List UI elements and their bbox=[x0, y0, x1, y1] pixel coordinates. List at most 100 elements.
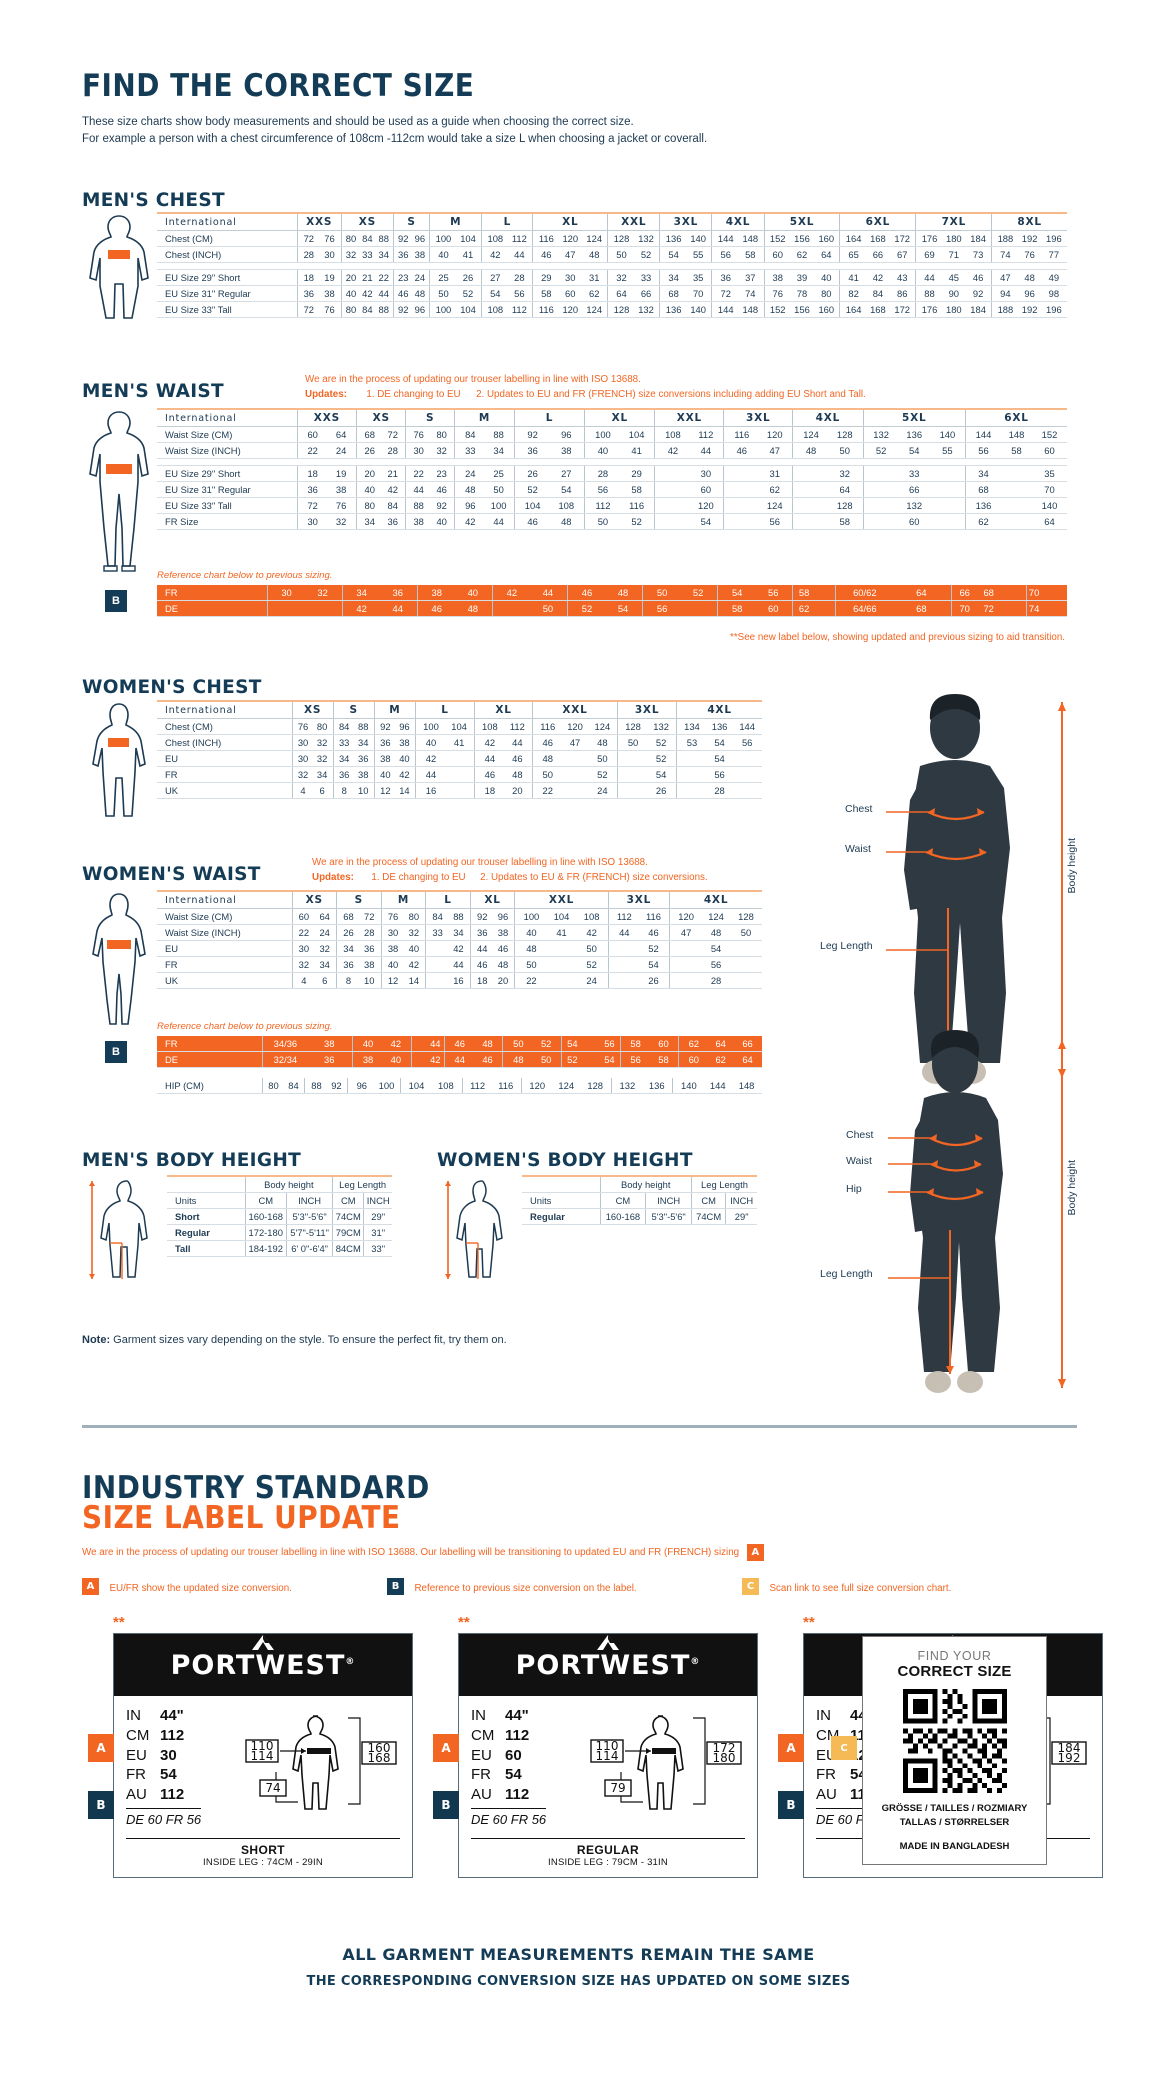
label-diagram: 110 114 172 180 79 bbox=[585, 1706, 745, 1830]
value-cell: 12 14 bbox=[381, 972, 427, 989]
value-cell: 44 46 bbox=[444, 1051, 504, 1068]
qr-sub-text: CORRECT SIZE bbox=[897, 1663, 1012, 1680]
mens-waist-reference-table: FR 30 32 34 36 38 40 42 44 46 48 50 52 54 56 58 60/62 64 6… bbox=[157, 585, 1067, 617]
units-row: Units CM INCH CM INCH bbox=[522, 1192, 757, 1209]
value-cell: 44 46 bbox=[470, 940, 516, 957]
spec-value: 54 bbox=[160, 1766, 177, 1784]
mens-waist-ref-caption: Reference chart below to previous sizing… bbox=[157, 570, 333, 581]
value-cell: 44 bbox=[425, 956, 471, 973]
label-header: PORTWEST® bbox=[114, 1634, 412, 1696]
value-cell: 36 38 bbox=[470, 924, 516, 941]
table-header-row: International XXS XS S M L XL XXL 3XL 4XL 5XL 6XL bbox=[157, 409, 1067, 427]
value-cell: 34 35 bbox=[659, 269, 713, 286]
value-cell: 68 72 bbox=[336, 908, 382, 925]
industry-key-b-text: Reference to previous size conversion on… bbox=[414, 1583, 637, 1594]
value-cell: 62 64 66 bbox=[678, 1036, 762, 1052]
value-cell: 74 76 77 bbox=[991, 246, 1067, 263]
value-cell: 36 38 bbox=[514, 442, 586, 459]
size-header-m: M bbox=[374, 701, 416, 719]
row-label: Waist Size (CM) bbox=[157, 426, 298, 443]
row-label: Waist Size (CM) bbox=[157, 908, 293, 925]
size-header-xs: XS bbox=[292, 701, 334, 719]
size-header-3xl: 3XL bbox=[723, 409, 794, 427]
womens-waist-update-1: 1. DE changing to EU bbox=[371, 872, 466, 884]
value-cell: 26 bbox=[608, 972, 671, 989]
value-cell: 40 41 bbox=[584, 442, 656, 459]
womens-body-height-body: Body height Leg Length Units CM INCH CM INCH Re… bbox=[522, 1176, 757, 1225]
value-cell: 36 37 bbox=[711, 269, 765, 286]
table-row: FR 32 34 36 38 40 42 44 46 48 50 52 54 56 bbox=[157, 766, 762, 783]
womens-waist-body: Waist Size (CM) 60 64 68 72 76 80 84 88 92 96 100 10… bbox=[157, 908, 762, 989]
spec-list: IN 44" CM 112 EU 30 FR 54 AU 112 DE 60 FR 56 bbox=[126, 1706, 240, 1830]
portwest-label: PORTWEST® IN 44" CM 112 EU 60 FR 54 AU 112 DE 60 FR… bbox=[433, 1633, 758, 1878]
table-row: Chest (INCH) 28 30 32 33 34 36 38 40 41 42 44 46 47 48… bbox=[157, 246, 1067, 263]
value-cell: 62 64 bbox=[965, 513, 1067, 530]
value-cell: 22 23 bbox=[405, 465, 456, 482]
spec-key: AU bbox=[471, 1786, 492, 1804]
unit-cell: INCH bbox=[363, 1192, 392, 1209]
footer-line-2: THE CORRESPONDING CONVERSION SIZE HAS UP… bbox=[306, 1974, 851, 1989]
spec-row-eu: EU 30 bbox=[126, 1746, 240, 1766]
value-cell: 44 46 bbox=[608, 924, 671, 941]
male-chest-label: Chest bbox=[845, 803, 873, 815]
value-cell: 8 10 bbox=[336, 972, 382, 989]
value-cell: 104 108 bbox=[514, 497, 586, 514]
qr-caption-line1: GRÖSSE / TAILLES / ROZMIARY bbox=[881, 1803, 1028, 1814]
value-cell: 188 192 196 bbox=[991, 230, 1067, 247]
value-cell: 54 56 bbox=[561, 1036, 621, 1052]
value-cell: 60 62 64 bbox=[678, 1051, 762, 1068]
value-cell: 60 62 64 bbox=[764, 246, 841, 263]
badge-b: B bbox=[387, 1578, 404, 1596]
spec-key: FR bbox=[816, 1766, 836, 1784]
mens-waist-block: International XXS XS S M L XL XXL 3XL 4XL 5XL 6XL … bbox=[82, 408, 1067, 578]
group-header: Leg Length bbox=[332, 1176, 392, 1193]
table-row: Chest (INCH) 30 32 33 34 36 38 40 41 42 44 46 47 48 50… bbox=[157, 734, 762, 751]
qr-card: FIND YOUR CORRECT SIZE bbox=[862, 1636, 1047, 1865]
womens-waist-header-label: International bbox=[157, 891, 293, 909]
label-body: IN 44" CM 112 EU 60 FR 54 AU 112 DE 60 FR 56 110 114… bbox=[459, 1696, 757, 1834]
value-cell: 116 120 bbox=[723, 426, 794, 443]
male-full-figure-waist bbox=[82, 408, 157, 578]
value-cell: 47 48 49 bbox=[991, 269, 1067, 286]
size-header-4xl: 4XL bbox=[669, 891, 762, 909]
value-cell: 26 bbox=[617, 782, 678, 799]
svg-text:79: 79 bbox=[610, 1781, 625, 1795]
size-header-4xl: 4XL bbox=[676, 701, 762, 719]
female-model-figure: Chest Waist Hip Leg Length Body height bbox=[800, 1030, 1080, 1400]
value-cell: 6' 0"-6'4" bbox=[286, 1240, 334, 1257]
value-cell: 30 32 bbox=[292, 940, 338, 957]
value-cell: 120 bbox=[654, 497, 725, 514]
spec-key: FR bbox=[471, 1766, 491, 1784]
unit-cell: CM bbox=[332, 1192, 365, 1209]
male-waist-label: Waist bbox=[845, 843, 871, 855]
svg-text:180: 180 bbox=[713, 1751, 736, 1765]
value-cell: 56 58 bbox=[620, 1051, 680, 1068]
value-cell: 108 112 bbox=[474, 718, 534, 735]
garment-note-text: Garment sizes vary depending on the styl… bbox=[110, 1334, 507, 1346]
value-cell: 100 104 bbox=[429, 301, 483, 318]
qr-code[interactable] bbox=[902, 1689, 1007, 1793]
value-cell: 124 bbox=[723, 497, 794, 514]
size-header-3xl: 3XL bbox=[659, 213, 713, 231]
section-title-mens-chest: MEN'S CHEST bbox=[82, 190, 225, 211]
value-cell: 30 32 bbox=[405, 442, 456, 459]
table-row: Waist Size (CM) 60 64 68 72 76 80 84 88 92 96 100 10… bbox=[157, 908, 762, 925]
value-cell: 56 bbox=[723, 513, 794, 530]
row-label: UK bbox=[157, 782, 293, 799]
female-leg-length-label: Leg Length bbox=[820, 1268, 873, 1280]
spec-row-in: IN 44" bbox=[126, 1706, 240, 1726]
value-cell: 176 180 184 bbox=[915, 301, 993, 318]
value-cell: 30 32 bbox=[292, 734, 334, 751]
value-cell: 40 42 bbox=[352, 1036, 412, 1052]
value-cell: 46 48 bbox=[393, 285, 431, 302]
intro-line-1: These size charts show body measurements… bbox=[82, 116, 634, 128]
value-cell: 33 34 bbox=[425, 924, 471, 941]
table-header-row: International XS S M L XL XXL 3XL 4XL bbox=[157, 701, 762, 719]
spec-value: 44" bbox=[160, 1707, 184, 1724]
value-cell: 29 30 31 bbox=[532, 269, 609, 286]
svg-text:110: 110 bbox=[596, 1739, 619, 1753]
value-cell: 62 bbox=[792, 600, 836, 617]
label-footer: SHORT INSIDE LEG : 74CM - 29IN bbox=[126, 1837, 400, 1868]
